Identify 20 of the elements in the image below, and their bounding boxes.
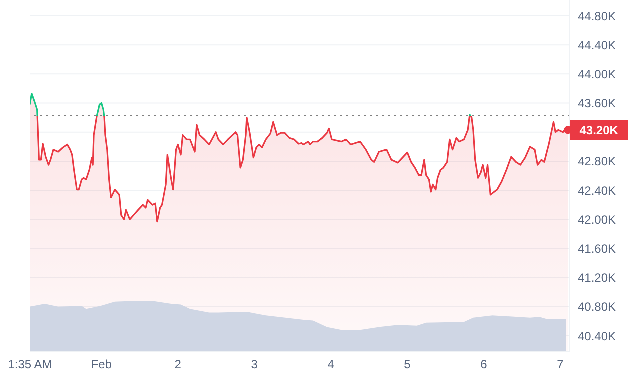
y-tick-label: 40.40K: [578, 329, 616, 344]
y-tick-label: 43.60K: [578, 96, 616, 111]
x-tick-label: 3: [251, 358, 258, 372]
y-tick-label: 44.00K: [578, 67, 616, 82]
x-tick-label: Feb: [91, 358, 112, 372]
x-tick-label: 6: [480, 358, 488, 372]
y-tick-label: 42.80K: [578, 154, 616, 169]
y-tick-label: 44.40K: [578, 38, 616, 52]
y-tick-label: 41.60K: [578, 242, 616, 256]
x-tick-label: 1:35 AM: [8, 358, 52, 372]
y-tick-label: 42.00K: [578, 212, 616, 227]
x-tick-label: 4: [328, 358, 335, 372]
y-tick-label: 40.80K: [578, 300, 616, 314]
x-tick-label: 5: [404, 358, 412, 372]
x-tick-label: 7: [557, 358, 564, 372]
annotation: 43.20K: [580, 124, 619, 138]
y-tick-label: 44.80K: [578, 9, 616, 24]
x-tick-label: 2: [174, 358, 182, 372]
y-tick-label: 42.40K: [578, 184, 616, 198]
y-tick-label: 41.20K: [578, 271, 616, 286]
